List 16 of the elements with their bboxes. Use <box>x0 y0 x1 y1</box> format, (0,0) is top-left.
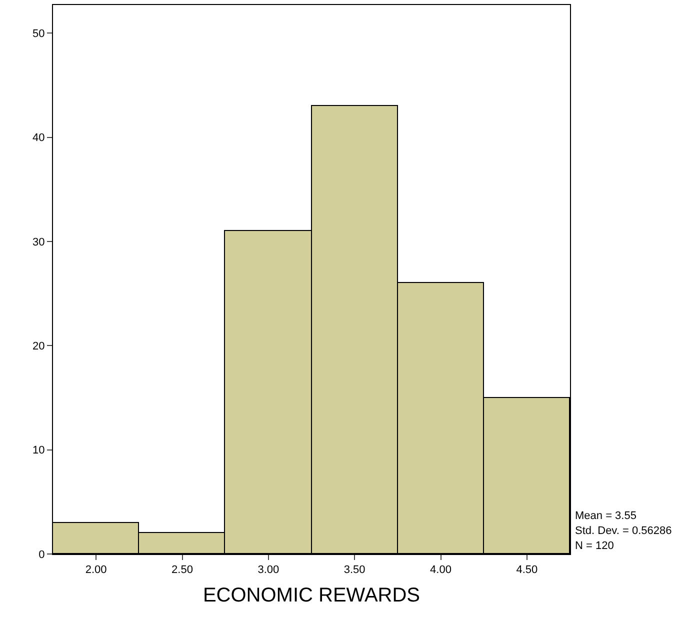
y-tick-label: 20 <box>32 340 45 352</box>
y-tick-label: 0 <box>38 548 45 561</box>
x-tick-label: 4.50 <box>516 564 538 576</box>
x-axis-title: ECONOMIC REWARDS <box>202 584 420 607</box>
y-tick-label: 40 <box>32 132 45 144</box>
y-tick-label: 30 <box>32 236 45 248</box>
y-tick-label: 10 <box>32 444 45 457</box>
text: N = 120 <box>575 540 614 552</box>
text: Mean = 3.55 <box>575 510 636 522</box>
x-tick-label: 4.00 <box>430 564 452 576</box>
x-tick-label: 2.00 <box>85 564 107 576</box>
x-tick-label: 3.50 <box>344 564 366 576</box>
x-tick-label: 2.50 <box>172 564 193 576</box>
x-tick-label: 3.00 <box>258 564 280 576</box>
text: Std. Dev. = 0.56286 <box>575 525 672 537</box>
y-tick-label: 50 <box>32 28 45 40</box>
